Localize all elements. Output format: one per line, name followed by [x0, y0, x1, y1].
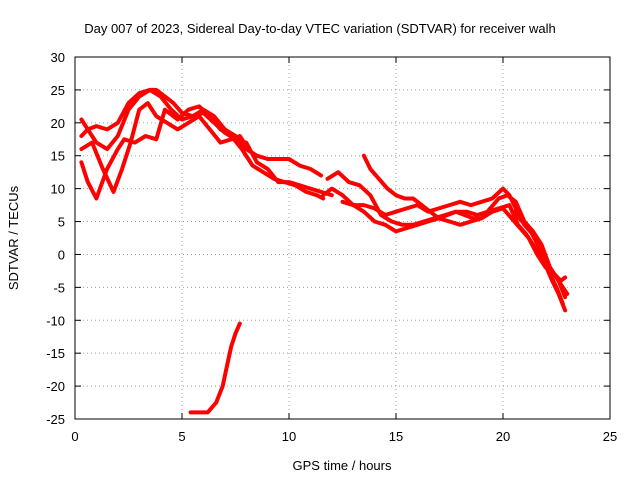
x-tick-label: 15: [389, 429, 403, 444]
y-tick-label: -20: [46, 379, 65, 394]
y-tick-label: -5: [53, 280, 65, 295]
data-series: [79, 87, 570, 415]
y-tick-label: 10: [51, 182, 65, 197]
series-line-trace-4: [79, 101, 249, 194]
series-line-trace-5: [321, 186, 565, 306]
x-tick-label: 25: [603, 429, 617, 444]
y-tick-label: 15: [51, 149, 65, 164]
y-tick-label: -10: [46, 313, 65, 328]
chart-title: Day 007 of 2023, Sidereal Day-to-day VTE…: [84, 21, 556, 36]
series-line-trace-7: [361, 153, 568, 300]
x-axis-label: GPS time / hours: [293, 458, 392, 473]
series-line-trace-3: [79, 104, 326, 201]
y-tick-label: 25: [51, 83, 65, 98]
y-axis-label: SDTVAR / TECUs: [6, 185, 21, 290]
x-tick-label: 5: [178, 429, 185, 444]
series-line-trace-1: [79, 87, 324, 178]
y-tick-label: -25: [46, 412, 65, 427]
series-line-trace-9: [511, 209, 568, 283]
x-tick-label: 20: [496, 429, 510, 444]
plot-frame: [74, 56, 611, 420]
x-tick-label: 10: [282, 429, 296, 444]
series-line-trace-8: [340, 199, 570, 296]
x-tick-labels: 0 5 10 15 20 25: [71, 429, 617, 444]
y-tick-label: 30: [51, 50, 65, 65]
y-tick-label: 20: [51, 116, 65, 131]
x-tick-label: 0: [71, 429, 78, 444]
y-tick-label: -15: [46, 346, 65, 361]
y-tick-label: 0: [58, 247, 65, 262]
y-tick-labels: -25 -20 -15 -10 -5 0 5 10 15 20 25 30: [46, 50, 65, 427]
axis-ticks: [74, 56, 611, 420]
y-tick-label: 5: [58, 215, 65, 230]
series-line-trace-10: [188, 321, 242, 415]
